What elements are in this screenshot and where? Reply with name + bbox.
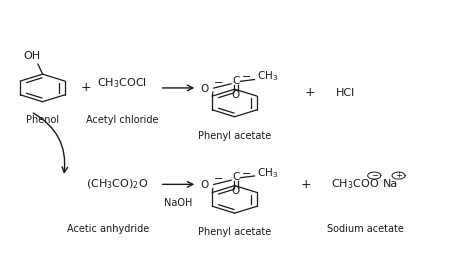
Text: −: − (213, 174, 223, 184)
Text: NaOH: NaOH (164, 198, 192, 208)
Text: C: C (232, 172, 239, 182)
Text: CH$_3$: CH$_3$ (257, 166, 278, 180)
Text: Acetic anhydride: Acetic anhydride (67, 225, 149, 234)
Text: O: O (200, 83, 209, 93)
Text: Sodium acetate: Sodium acetate (328, 225, 404, 234)
Text: OH: OH (23, 51, 40, 61)
Text: CH$_3$: CH$_3$ (257, 70, 278, 83)
Text: −: − (242, 72, 252, 82)
Text: O: O (200, 180, 209, 190)
Text: CH$_3$COO: CH$_3$COO (331, 177, 379, 191)
Text: O: O (232, 90, 240, 100)
Text: O: O (232, 186, 240, 197)
Text: Acetyl chloride: Acetyl chloride (86, 115, 158, 125)
Text: Phenol: Phenol (26, 115, 59, 125)
Text: Phenyl acetate: Phenyl acetate (198, 131, 271, 141)
Text: −: − (213, 78, 223, 88)
Text: Phenyl acetate: Phenyl acetate (198, 227, 271, 237)
Text: (CH$_3$CO)$_2$O: (CH$_3$CO)$_2$O (86, 178, 149, 191)
Text: +: + (395, 171, 402, 180)
Text: C: C (232, 76, 239, 86)
Text: +: + (304, 87, 315, 99)
Text: −: − (242, 169, 252, 179)
Text: HCl: HCl (337, 88, 356, 98)
Text: −: − (371, 171, 378, 180)
Text: +: + (301, 178, 311, 191)
Text: CH$_3$COCl: CH$_3$COCl (97, 76, 147, 90)
Text: +: + (81, 81, 91, 94)
Text: Na: Na (383, 179, 399, 189)
